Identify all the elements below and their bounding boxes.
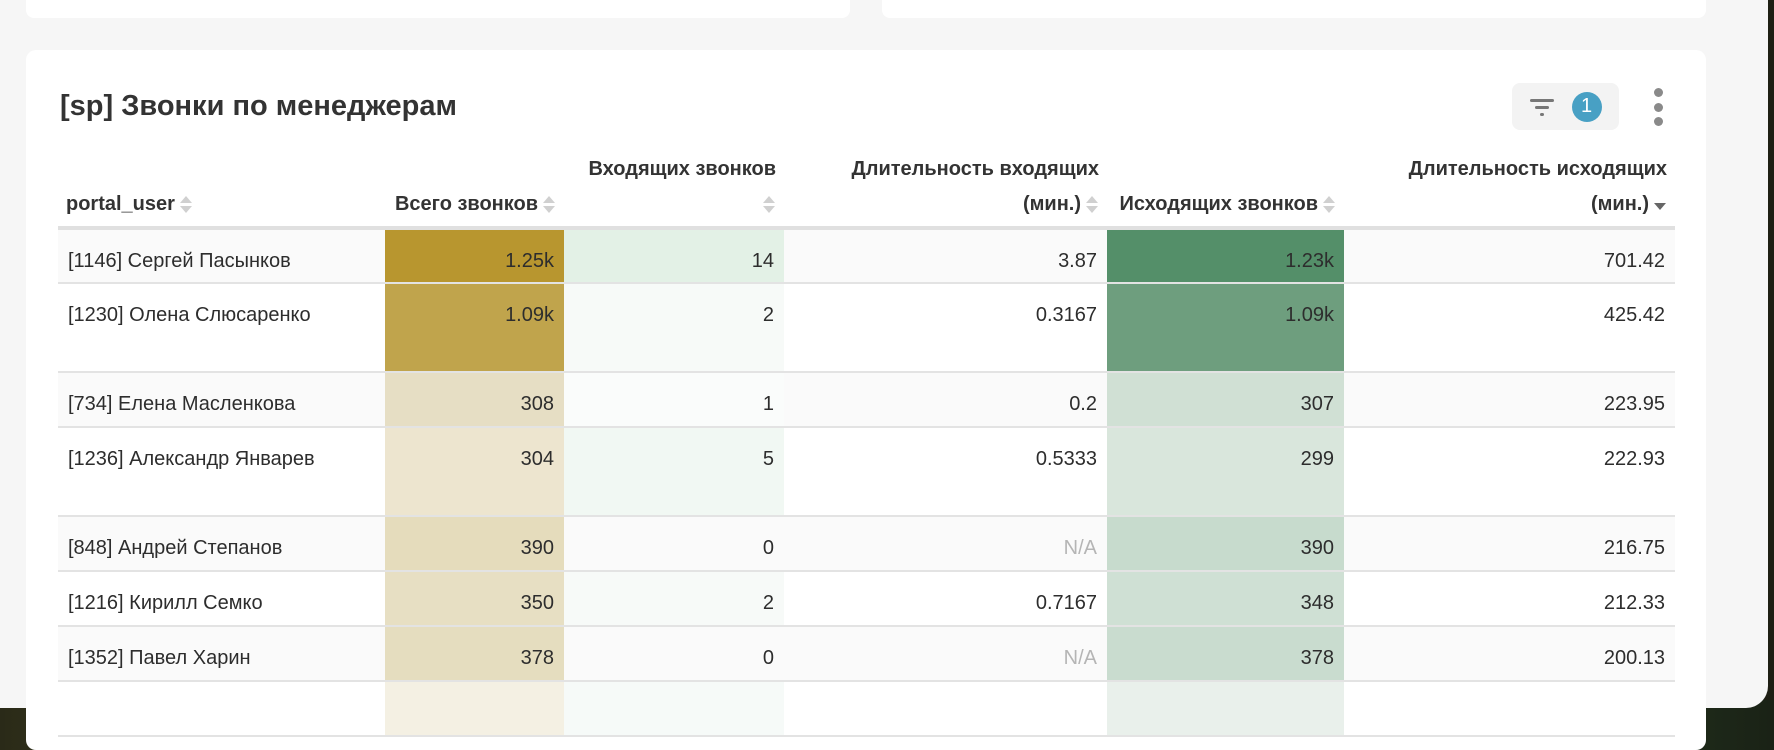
cell-in-dur: 0.7167 <box>784 571 1107 627</box>
header-label: Всего звонков <box>394 193 538 215</box>
cell-out-dur <box>1344 681 1675 737</box>
cell-outgoing: 378 <box>1107 626 1344 682</box>
cell-user <box>58 681 385 737</box>
cell-user: [734] Елена Масленкова <box>58 372 385 428</box>
cell-outgoing: 299 <box>1107 427 1344 517</box>
cell-user: [1236] Александр Январев <box>58 427 385 517</box>
sort-icon[interactable] <box>179 194 193 216</box>
table-card: [sp] Звонки по менеджерам 1 portal_user В… <box>26 50 1706 750</box>
filter-button[interactable]: 1 <box>1512 83 1619 130</box>
cell-total: 390 <box>385 516 564 572</box>
card-title: [sp] Звонки по менеджерам <box>60 90 457 122</box>
header-label: portal_user <box>66 193 175 215</box>
table-row[interactable]: [1146] Сергей Пасынков 1.25k 14 3.87 1.23k 70… <box>58 228 1675 284</box>
cell-incoming: 5 <box>564 427 784 517</box>
cell-user: [1352] Павел Харин <box>58 626 385 682</box>
cell-in-dur: 0.3167 <box>784 283 1107 373</box>
sort-icon[interactable] <box>1085 194 1099 216</box>
table-row[interactable]: [734] Елена Масленкова 308 1 0.2 307 223.95 <box>58 372 1675 428</box>
col-outgoing-calls-header[interactable]: Исходящих звонков <box>1107 145 1344 230</box>
managers-table: portal_user Всего звонков Входящих звонков… <box>58 145 1675 737</box>
more-options-icon[interactable] <box>1651 88 1665 126</box>
cell-in-dur: 0.2 <box>784 372 1107 428</box>
cell-out-dur: 701.42 <box>1344 228 1675 284</box>
header-label: Исходящих звонков <box>1119 193 1318 215</box>
cell-total: 304 <box>385 427 564 517</box>
cell-in-dur: N/A <box>784 516 1107 572</box>
cell-user: [1146] Сергей Пасынков <box>58 228 385 284</box>
sort-icon[interactable] <box>762 194 776 216</box>
cell-user: [1216] Кирилл Семко <box>58 571 385 627</box>
cell-in-dur <box>784 681 1107 737</box>
chart-card-above-left <box>26 0 850 18</box>
header-label: Длительность входящих (мин.) <box>851 158 1100 215</box>
cell-outgoing: 1.09k <box>1107 283 1344 373</box>
table-row[interactable]: [1236] Александр Январев 304 5 0.5333 299 222… <box>58 427 1675 517</box>
cell-out-dur: 216.75 <box>1344 516 1675 572</box>
cell-incoming: 2 <box>564 283 784 373</box>
table-row[interactable]: [1216] Кирилл Семко 350 2 0.7167 348 212.33 <box>58 571 1675 627</box>
table-row[interactable] <box>58 681 1675 737</box>
cell-incoming: 14 <box>564 228 784 284</box>
cell-out-dur: 425.42 <box>1344 283 1675 373</box>
cell-outgoing: 348 <box>1107 571 1344 627</box>
cell-out-dur: 223.95 <box>1344 372 1675 428</box>
table-row[interactable]: [848] Андрей Степанов 390 0 N/A 390 216.75 <box>58 516 1675 572</box>
cell-outgoing: 307 <box>1107 372 1344 428</box>
sort-desc-icon[interactable] <box>1653 194 1667 216</box>
header-label: Длительность исходящих (мин.) <box>1408 158 1667 215</box>
cell-outgoing: 1.23k <box>1107 228 1344 284</box>
table-row[interactable]: [1352] Павел Харин 378 0 N/A 378 200.13 <box>58 626 1675 682</box>
chart-card-above-right <box>882 0 1706 18</box>
cell-incoming: 0 <box>564 626 784 682</box>
table-row[interactable]: [1230] Олена Слюсаренко 1.09k 2 0.3167 1.09k… <box>58 283 1675 373</box>
filter-icon <box>1529 98 1554 116</box>
cell-incoming: 0 <box>564 516 784 572</box>
cell-total: 1.25k <box>385 228 564 284</box>
col-incoming-duration-header[interactable]: Длительность входящих (мин.) <box>784 145 1107 230</box>
cell-total <box>385 681 564 737</box>
sort-icon[interactable] <box>1322 194 1336 216</box>
cell-incoming: 1 <box>564 372 784 428</box>
cell-outgoing <box>1107 681 1344 737</box>
cell-incoming: 2 <box>564 571 784 627</box>
cell-in-dur: 0.5333 <box>784 427 1107 517</box>
cell-total: 350 <box>385 571 564 627</box>
cell-in-dur: N/A <box>784 626 1107 682</box>
cell-out-dur: 212.33 <box>1344 571 1675 627</box>
header-label: Входящих звонков <box>588 158 777 180</box>
cell-user: [1230] Олена Слюсаренко <box>58 283 385 373</box>
cell-incoming <box>564 681 784 737</box>
cell-outgoing: 390 <box>1107 516 1344 572</box>
cell-in-dur: 3.87 <box>784 228 1107 284</box>
cell-total: 308 <box>385 372 564 428</box>
col-portal-user-header[interactable]: portal_user <box>58 145 385 230</box>
col-incoming-calls-header[interactable]: Входящих звонков <box>564 145 784 230</box>
cell-total: 378 <box>385 626 564 682</box>
cell-out-dur: 222.93 <box>1344 427 1675 517</box>
cell-out-dur: 200.13 <box>1344 626 1675 682</box>
col-total-calls-header[interactable]: Всего звонков <box>385 145 564 230</box>
filter-count-badge: 1 <box>1571 91 1602 122</box>
cell-total: 1.09k <box>385 283 564 373</box>
sort-icon[interactable] <box>542 194 556 216</box>
col-outgoing-duration-header[interactable]: Длительность исходящих (мин.) <box>1344 145 1675 230</box>
cell-user: [848] Андрей Степанов <box>58 516 385 572</box>
